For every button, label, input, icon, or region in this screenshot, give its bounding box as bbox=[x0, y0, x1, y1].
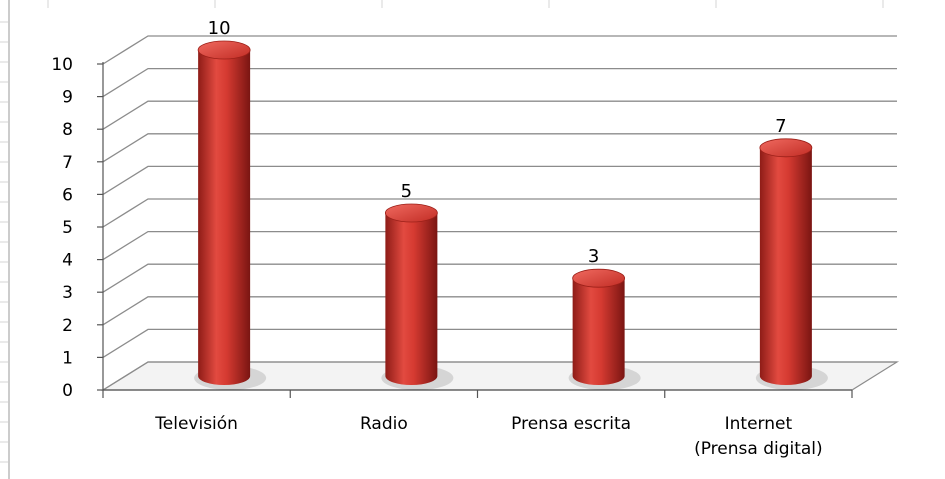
bars bbox=[194, 40, 828, 390]
axes bbox=[97, 62, 853, 398]
bar-body bbox=[572, 278, 625, 385]
gridline bbox=[102, 230, 897, 261]
x-category-label: Televisión bbox=[154, 414, 238, 434]
bar-body bbox=[759, 147, 812, 385]
spreadsheet-gridlines bbox=[0, 0, 884, 479]
data-label: 7 bbox=[775, 116, 786, 137]
y-tick-label: 9 bbox=[62, 88, 73, 108]
gridline bbox=[102, 35, 897, 65]
data-label: 10 bbox=[208, 18, 231, 39]
y-tick-label: 10 bbox=[51, 55, 73, 75]
bar bbox=[568, 268, 641, 390]
x-category-label: Prensa escrita bbox=[511, 414, 631, 434]
y-tick-label: 5 bbox=[62, 218, 73, 238]
x-category-label: Internet bbox=[725, 414, 793, 434]
bar bbox=[381, 203, 454, 390]
gridline bbox=[102, 165, 897, 195]
y-tick-label: 6 bbox=[62, 185, 73, 205]
data-label: 3 bbox=[588, 246, 599, 267]
gridline bbox=[102, 67, 897, 98]
y-tick-label: 0 bbox=[62, 381, 73, 401]
gridline bbox=[102, 198, 897, 228]
bar-top bbox=[384, 203, 438, 223]
gridline bbox=[102, 328, 897, 358]
y-tick-label: 4 bbox=[62, 251, 73, 271]
bar bbox=[194, 40, 267, 390]
gridline bbox=[102, 263, 897, 293]
y-tick-label: 3 bbox=[62, 283, 73, 303]
bar-body bbox=[198, 50, 251, 385]
y-axis-tick-labels: 0 1 2 3 4 5 6 7 8 9 10 bbox=[51, 55, 73, 401]
x-category-label: Radio bbox=[360, 414, 408, 434]
gridline bbox=[102, 296, 897, 326]
data-labels: 10 5 3 7 bbox=[208, 18, 787, 267]
bar-top bbox=[197, 40, 251, 60]
gridline bbox=[102, 361, 897, 391]
x-category-label: (Prensa digital) bbox=[694, 439, 823, 459]
gridlines bbox=[102, 35, 897, 391]
y-tick-label: 1 bbox=[62, 348, 73, 368]
y-tick-label: 2 bbox=[62, 316, 73, 336]
bar-top bbox=[759, 138, 813, 158]
bar bbox=[755, 138, 828, 390]
gridline bbox=[102, 133, 897, 163]
data-label: 5 bbox=[401, 181, 412, 202]
bar-top bbox=[572, 268, 626, 288]
bar-body bbox=[385, 213, 438, 385]
x-axis-category-labels: Televisión Radio Prensa escrita Internet (Pr… bbox=[154, 414, 822, 459]
y-tick-label: 8 bbox=[62, 120, 73, 140]
y-tick-label: 7 bbox=[62, 153, 73, 173]
gridline bbox=[102, 100, 897, 130]
